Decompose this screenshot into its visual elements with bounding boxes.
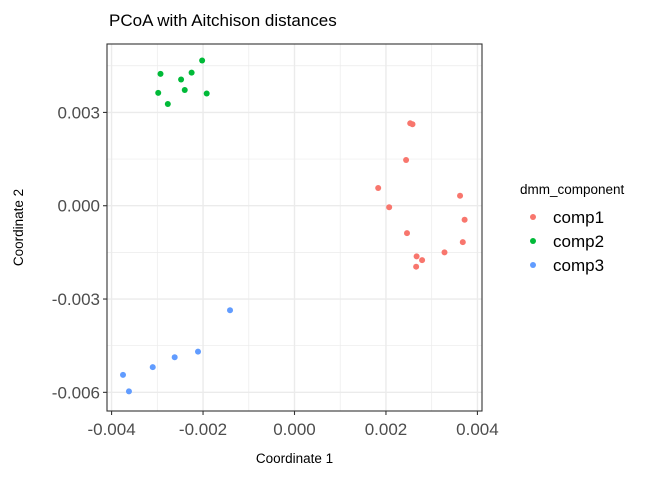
x-tick-label-0: -0.004: [87, 420, 135, 439]
comp2-point-2: [157, 70, 164, 77]
comp3-point-4: [120, 371, 127, 378]
x-tick-label-3: 0.002: [365, 420, 408, 439]
y-tick-label-3: 0.003: [57, 103, 100, 122]
comp1-point-8: [459, 239, 466, 246]
legend: dmm_component comp1 comp2 comp3: [520, 182, 625, 275]
comp1-point-5: [457, 192, 464, 199]
y-axis-title: Coordinate 2: [11, 189, 26, 266]
x-axis-title: Coordinate 1: [256, 451, 333, 466]
comp2-point-0: [199, 57, 206, 64]
comp2-point-4: [181, 87, 188, 94]
comp1-point-6: [461, 216, 468, 223]
legend-items: comp1 comp2 comp3: [530, 208, 604, 275]
legend-key-comp3: [530, 262, 536, 268]
x-tick-label-2: 0.000: [273, 420, 316, 439]
comp3-point-0: [227, 307, 234, 314]
x-tick-label-4: 0.004: [456, 420, 499, 439]
comp1-point-10: [413, 253, 420, 260]
legend-title: dmm_component: [520, 182, 625, 197]
comp1-point-3: [375, 185, 382, 192]
comp2-point-3: [178, 76, 185, 83]
grid-major: [107, 44, 482, 411]
comp1-point-7: [404, 230, 410, 237]
comp3-point-1: [195, 348, 202, 355]
comp1-point-2: [403, 157, 410, 164]
comp3-point-3: [149, 364, 156, 371]
y-tick-label-2: 0.000: [57, 197, 100, 216]
legend-label-comp1: comp1: [553, 208, 604, 227]
comp1-point-9: [441, 249, 448, 256]
comp2-point-7: [164, 101, 171, 108]
comp2-point-1: [188, 69, 195, 76]
comp3-point-2: [171, 354, 178, 361]
comp1-point-11: [419, 257, 426, 264]
comp2-point-6: [203, 90, 210, 97]
comp3-point-5: [125, 388, 132, 395]
legend-key-comp2: [530, 238, 536, 244]
x-tick-label-1: -0.002: [179, 420, 227, 439]
comp1-point-4: [386, 204, 393, 211]
legend-key-comp1: [530, 214, 536, 220]
comp1-point-1: [409, 121, 416, 128]
y-axis: -0.006 -0.003 0.000 0.003: [52, 103, 107, 402]
y-tick-label-0: -0.006: [52, 383, 100, 402]
chart-title: PCoA with Aitchison distances: [109, 11, 337, 30]
comp2-point-5: [155, 89, 162, 96]
x-axis: -0.004 -0.002 0.000 0.002 0.004: [87, 411, 499, 439]
y-tick-label-1: -0.003: [52, 290, 100, 309]
legend-label-comp3: comp3: [553, 256, 604, 275]
data-points: [120, 57, 468, 395]
legend-label-comp2: comp2: [553, 232, 604, 251]
comp1-point-12: [413, 263, 420, 270]
